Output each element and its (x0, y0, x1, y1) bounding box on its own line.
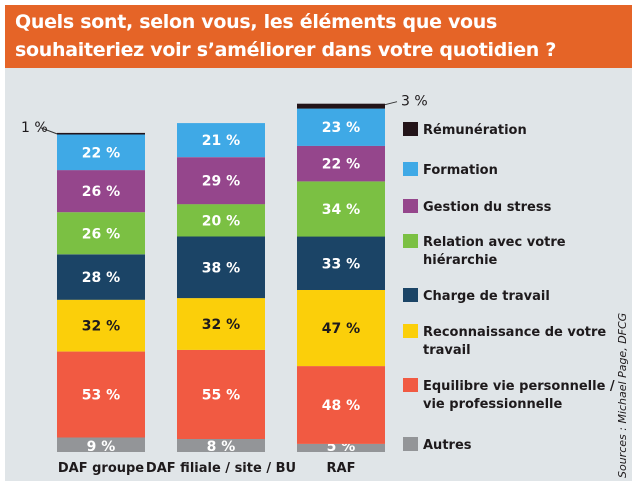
bar-segment-1-1 (177, 349, 265, 439)
legend-swatch (403, 324, 418, 338)
segment-value-label: 26 % (82, 226, 120, 242)
bar-segment-0-7 (57, 132, 145, 135)
legend-label: Formation (423, 163, 498, 178)
bar-segment-1-3 (177, 236, 265, 299)
bar-segment-0-6 (57, 134, 145, 171)
segment-value-label: 34 % (322, 202, 360, 218)
segment-value-label: 8 % (207, 439, 236, 455)
legend-label: Gestion du stress (423, 200, 552, 215)
legend-swatch (403, 437, 418, 451)
bar-segment-0-0 (57, 437, 145, 452)
bar-segment-2-4 (297, 181, 385, 237)
legend-label: Equilibre vie personnelle / (423, 379, 615, 394)
segment-value-label: 32 % (82, 319, 120, 335)
legend-swatch (403, 162, 418, 176)
legend-label: travail (423, 343, 471, 358)
segment-value-label: 28 % (82, 270, 120, 286)
segment-value-label: 22 % (322, 157, 360, 173)
bar-segment-2-5 (297, 145, 385, 182)
legend-label: Autres (423, 438, 472, 453)
segment-value-label: 21 % (202, 133, 240, 149)
segment-value-label: 29 % (202, 174, 240, 190)
chart-title-line-1: Quels sont, selon vous, les éléments que… (15, 11, 498, 33)
bar-segment-2-1 (297, 366, 385, 444)
category-label: DAF groupe (58, 461, 144, 476)
bar-segment-1-5 (177, 157, 265, 205)
segment-value-label: 32 % (202, 317, 240, 333)
legend-label: hiérarchie (423, 253, 498, 268)
bar-segment-2-3 (297, 236, 385, 290)
bar-segment-0-1 (57, 351, 145, 438)
bar-segment-1-0 (177, 439, 265, 452)
bar-segment-2-2 (297, 290, 385, 367)
chart-title-banner: Quels sont, selon vous, les éléments que… (5, 5, 632, 68)
legend-swatch (403, 122, 418, 136)
callout-label: 3 % (401, 94, 428, 110)
legend-label: Relation avec votre (423, 235, 566, 250)
callout-line (40, 127, 58, 135)
legend-swatch (403, 234, 418, 248)
segment-value-label: 9 % (87, 439, 116, 455)
segment-value-label: 23 % (322, 120, 360, 136)
segment-value-label: 53 % (82, 387, 120, 403)
legend-label: Rémunération (423, 123, 527, 138)
segment-value-label: 55 % (202, 387, 240, 403)
segment-value-label: 33 % (322, 256, 360, 272)
bar-segment-0-3 (57, 254, 145, 300)
segment-value-label: 47 % (322, 321, 360, 337)
legend-swatch (403, 378, 418, 392)
legend-swatch (403, 288, 418, 302)
bar-segment-2-6 (297, 108, 385, 146)
segment-value-label: 48 % (322, 398, 360, 414)
callout-line (384, 101, 398, 106)
segment-value-label: 22 % (82, 145, 120, 161)
chart-title-line-2: souhaiteriez voir s’améliorer dans votre… (15, 39, 557, 61)
bar-segment-0-2 (57, 299, 145, 352)
bar-segment-2-7 (297, 103, 385, 109)
bar-segment-0-5 (57, 170, 145, 213)
category-label: DAF filiale / site / BU (146, 461, 296, 476)
legend-label: Reconnaissance de votre (423, 325, 606, 340)
callout-label: 1 % (21, 120, 48, 136)
bar-segment-2-0 (297, 443, 385, 452)
legend-label: Charge de travail (423, 289, 550, 304)
bar-segment-1-6 (177, 123, 265, 158)
bar-segment-1-4 (177, 204, 265, 237)
source-note: Sources : Michael Page, DFCG (616, 313, 629, 478)
legend-swatch (403, 199, 418, 213)
segment-value-label: 38 % (202, 260, 240, 276)
segment-value-label: 26 % (82, 184, 120, 200)
category-label: RAF (327, 461, 356, 476)
legend-label: vie professionnelle (423, 397, 562, 412)
segment-value-label: 20 % (202, 213, 240, 229)
bar-segment-0-4 (57, 212, 145, 255)
bar-segment-1-2 (177, 298, 265, 350)
